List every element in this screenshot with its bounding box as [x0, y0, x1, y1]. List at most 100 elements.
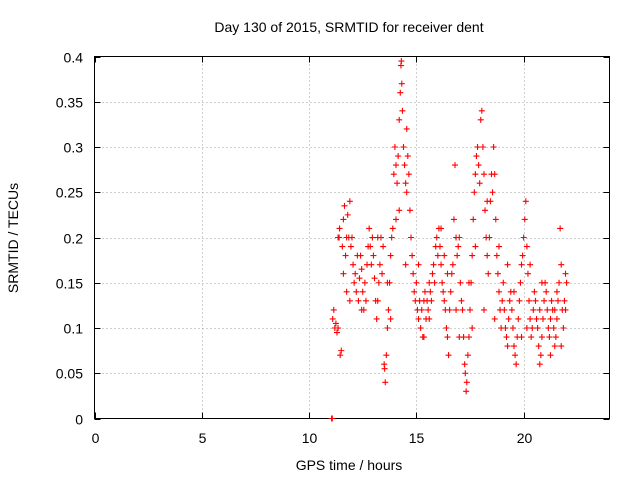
data-point	[465, 334, 472, 341]
data-point	[408, 234, 415, 241]
data-point	[368, 261, 375, 268]
data-point	[553, 288, 560, 295]
data-point	[473, 153, 480, 160]
data-point	[440, 288, 447, 295]
data-point	[478, 107, 485, 114]
data-point	[552, 334, 559, 341]
data-point	[400, 144, 407, 150]
data-point	[548, 297, 555, 304]
data-point	[513, 361, 520, 368]
data-point	[480, 306, 487, 313]
data-point	[500, 279, 507, 286]
data-point	[438, 261, 445, 268]
data-point	[484, 252, 491, 259]
data-point	[561, 297, 568, 304]
data-point	[506, 297, 513, 304]
data-point	[439, 279, 446, 286]
data-point	[340, 216, 347, 223]
data-point	[374, 234, 381, 241]
data-point	[405, 171, 412, 178]
data-point	[333, 329, 340, 336]
x-tick-label: 10	[302, 430, 318, 446]
data-point	[477, 116, 484, 123]
data-point	[428, 297, 435, 304]
data-point	[369, 234, 376, 241]
data-point	[544, 306, 551, 313]
data-point	[398, 80, 405, 87]
data-point	[557, 225, 564, 232]
data-point	[492, 216, 499, 223]
data-point	[461, 361, 468, 368]
x-tick-label: 15	[409, 430, 425, 446]
data-point	[436, 243, 443, 250]
data-point	[390, 171, 397, 178]
data-point	[479, 144, 486, 150]
data-point	[550, 325, 557, 331]
data-point	[551, 343, 558, 350]
data-point	[409, 252, 416, 259]
data-point	[406, 207, 413, 214]
data-point	[495, 243, 502, 250]
data-point	[396, 207, 403, 214]
data-point	[458, 297, 465, 304]
data-point	[511, 343, 518, 350]
data-point	[538, 279, 545, 286]
data-point	[469, 252, 476, 259]
data-point	[347, 243, 354, 250]
data-point	[376, 261, 383, 268]
data-point	[480, 171, 487, 178]
data-point	[358, 306, 365, 313]
data-point	[503, 334, 510, 341]
data-point	[404, 153, 411, 160]
data-point	[415, 261, 422, 268]
data-point	[388, 234, 395, 241]
data-point	[491, 315, 498, 322]
data-point	[556, 279, 563, 286]
data-point	[379, 270, 386, 277]
data-points	[328, 58, 570, 422]
data-point	[344, 211, 351, 218]
data-point	[484, 198, 491, 205]
data-point	[524, 270, 531, 277]
data-point	[508, 306, 515, 313]
data-point	[495, 288, 502, 295]
data-point	[563, 279, 570, 286]
data-point	[329, 315, 336, 322]
data-point	[491, 171, 498, 178]
data-point	[467, 306, 474, 313]
data-point	[547, 315, 554, 322]
y-tick-label: 0.25	[56, 185, 83, 201]
data-point	[384, 279, 391, 286]
x-axis-ticks: 0 5 10 15 20	[92, 56, 532, 446]
data-point	[358, 266, 365, 273]
data-point	[430, 261, 437, 268]
y-axis-ticks: 0 0.05 0.1 0.15 0.2 0.25 0.3 0.35 0.4	[56, 50, 610, 428]
y-tick-label: 0.35	[56, 95, 83, 111]
data-point	[527, 315, 534, 322]
data-point	[490, 144, 497, 150]
data-point	[541, 297, 548, 304]
data-point	[472, 243, 479, 250]
data-point	[402, 180, 409, 187]
data-point	[528, 334, 535, 341]
chart-title: Day 130 of 2015, SRMTID for receiver den…	[214, 19, 483, 35]
data-point	[462, 370, 469, 377]
data-point	[469, 325, 476, 331]
data-point	[380, 243, 387, 250]
data-point	[355, 297, 362, 304]
data-point	[387, 252, 394, 259]
data-point	[474, 144, 481, 150]
data-point	[523, 243, 530, 250]
data-point	[361, 279, 368, 286]
data-point	[547, 352, 554, 359]
data-point	[534, 325, 541, 331]
data-point	[465, 279, 472, 286]
data-point	[501, 306, 508, 313]
data-point	[370, 252, 377, 259]
data-point	[341, 202, 348, 209]
data-point	[335, 234, 342, 241]
data-point	[545, 325, 552, 331]
data-point	[562, 306, 569, 313]
data-point	[392, 162, 399, 169]
data-point	[349, 234, 355, 241]
